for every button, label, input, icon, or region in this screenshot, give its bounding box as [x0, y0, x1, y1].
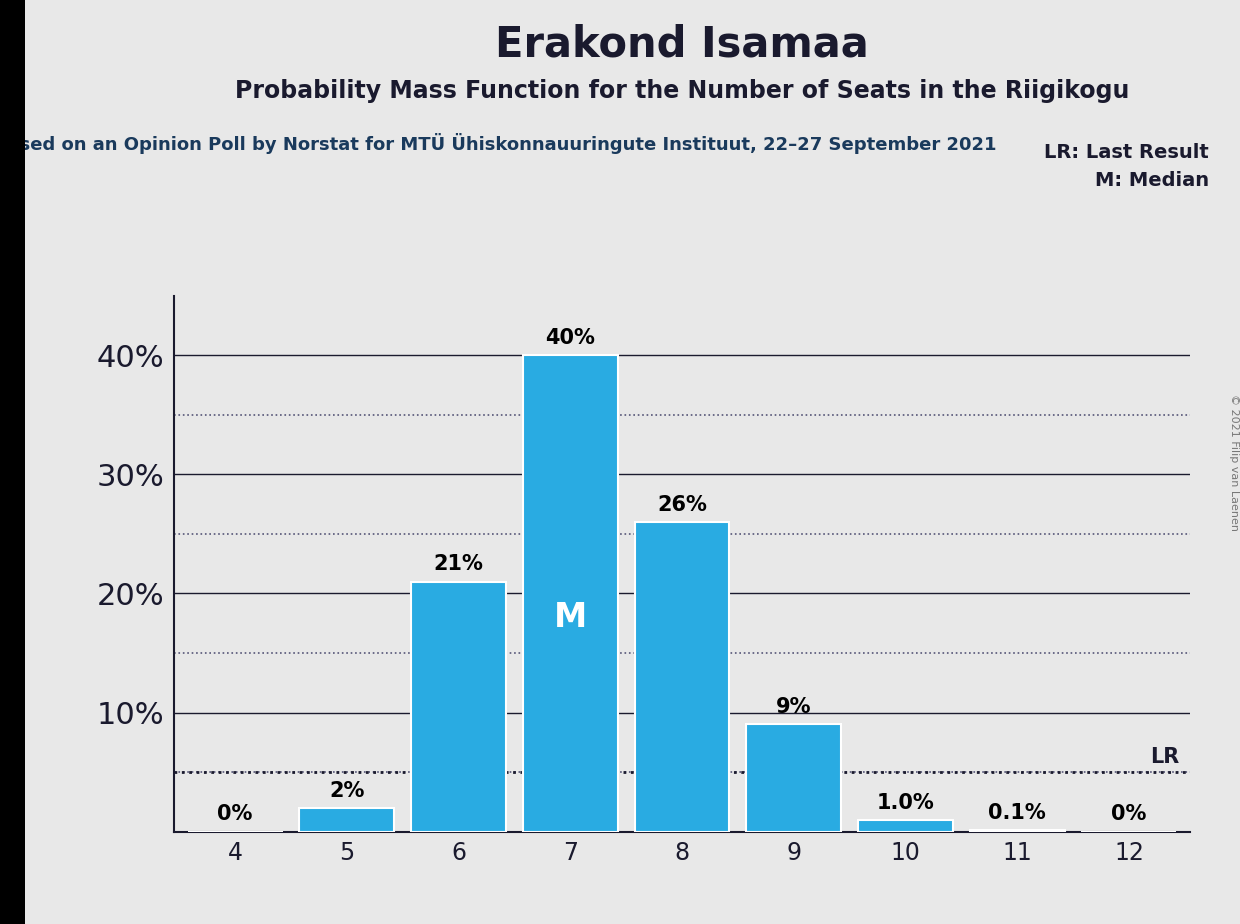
Text: M: Median: M: Median: [1095, 171, 1209, 190]
Text: Probability Mass Function for the Number of Seats in the Riigikogu: Probability Mass Function for the Number…: [234, 79, 1130, 103]
Bar: [410, 581, 506, 832]
Text: 21%: 21%: [434, 554, 484, 575]
Text: 1.0%: 1.0%: [877, 793, 935, 812]
Text: 0.1%: 0.1%: [988, 803, 1047, 823]
Text: LR: LR: [1149, 748, 1179, 767]
Text: 40%: 40%: [546, 328, 595, 348]
Text: 26%: 26%: [657, 495, 707, 515]
Bar: [523, 355, 618, 832]
Bar: [858, 820, 954, 832]
Text: 9%: 9%: [776, 698, 811, 717]
Bar: [635, 522, 729, 832]
Text: 0%: 0%: [1111, 805, 1147, 824]
Text: LR: Last Result: LR: Last Result: [1044, 143, 1209, 163]
Bar: [746, 724, 841, 832]
Text: Erakond Isamaa: Erakond Isamaa: [495, 23, 869, 65]
Text: M: M: [553, 601, 587, 634]
Text: © 2021 Filip van Laenen: © 2021 Filip van Laenen: [1229, 394, 1239, 530]
Text: Based on an Opinion Poll by Norstat for MTÜ Ühiskonnauuringute Instituut, 22–27 : Based on an Opinion Poll by Norstat for …: [0, 133, 996, 154]
Text: 0%: 0%: [217, 805, 253, 824]
Bar: [299, 808, 394, 832]
Bar: [970, 831, 1065, 832]
Text: 2%: 2%: [329, 781, 365, 800]
